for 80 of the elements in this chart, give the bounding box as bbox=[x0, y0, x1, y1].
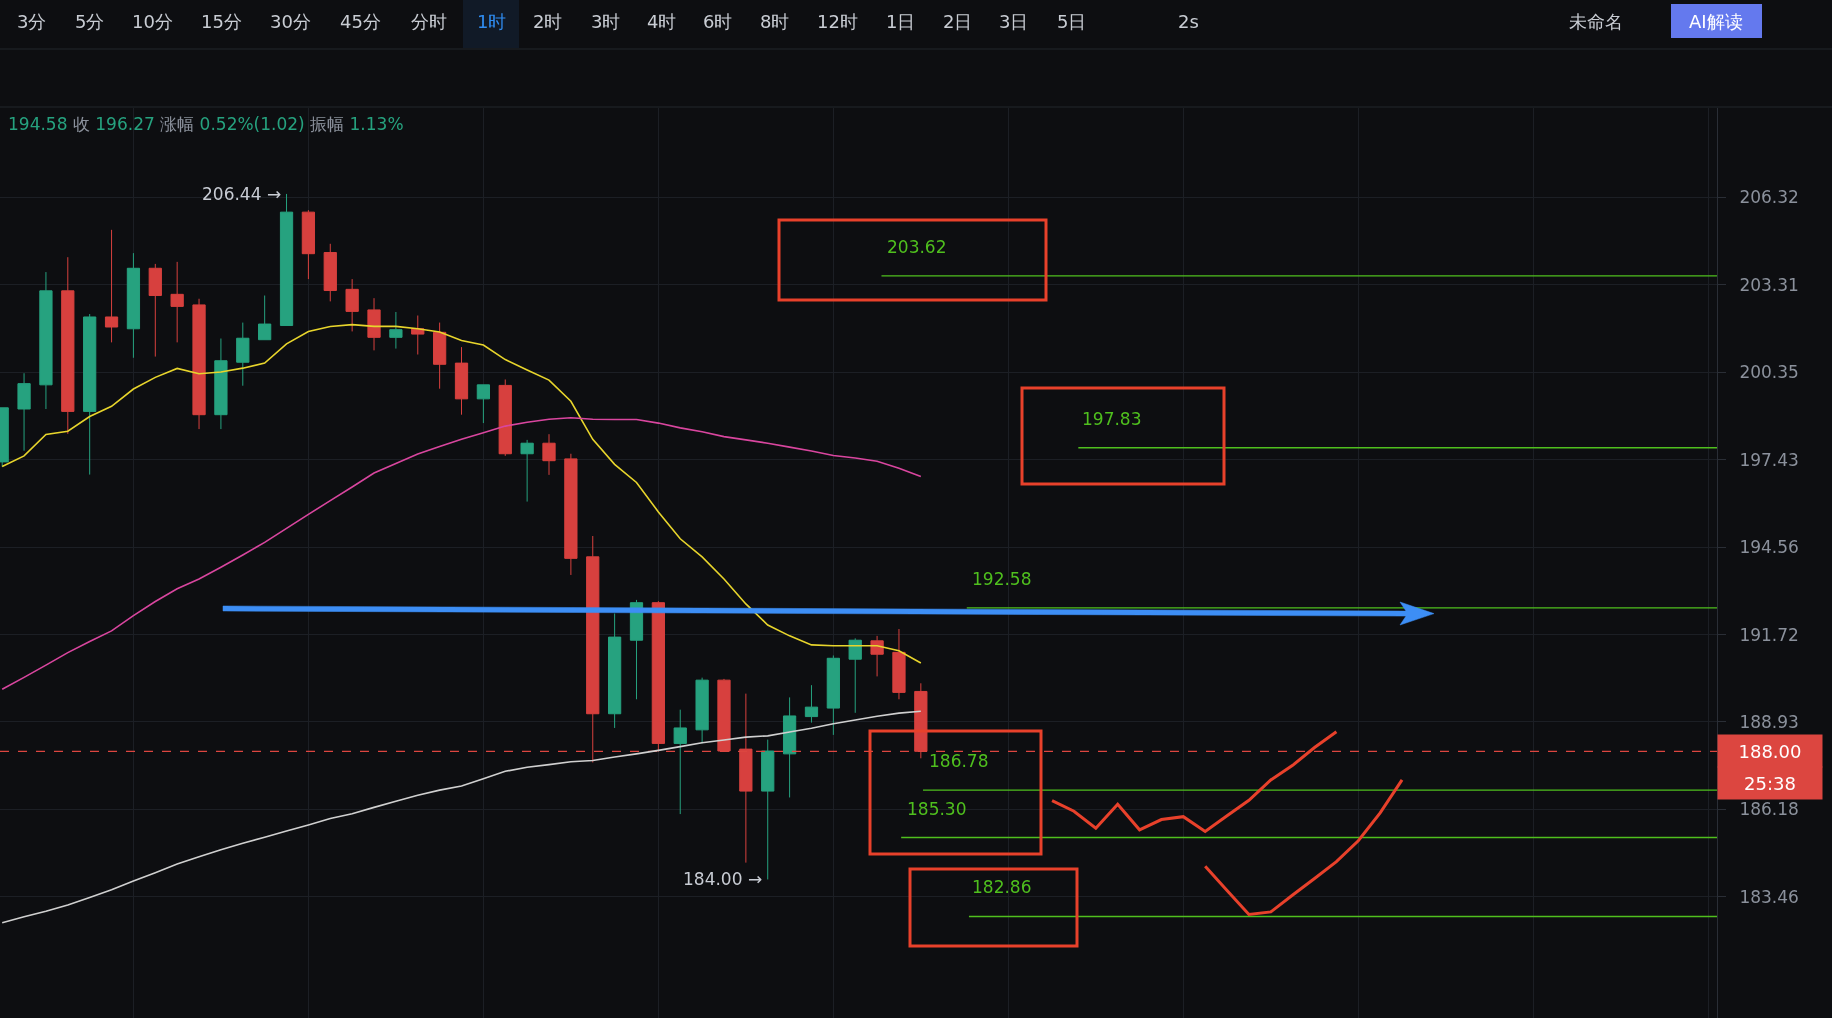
text: 分时 bbox=[411, 11, 447, 32]
text: 8时 bbox=[760, 11, 790, 32]
text: 30分 bbox=[270, 11, 311, 32]
text: 1时 bbox=[477, 11, 507, 32]
text: 12时 bbox=[817, 11, 858, 32]
y-tick-label: 183.46 bbox=[1739, 886, 1799, 907]
ref-line-label: 188.00 bbox=[1738, 740, 1802, 762]
candlestick bbox=[148, 263, 162, 358]
y-tick-label: 194.56 bbox=[1739, 536, 1799, 557]
candlestick bbox=[367, 297, 381, 351]
annotation: 184.00 → bbox=[683, 869, 763, 889]
candlestick bbox=[104, 229, 119, 343]
text: 2时 bbox=[533, 11, 563, 32]
candlestick bbox=[498, 378, 512, 457]
ref-line-label: 192.58 bbox=[972, 569, 1032, 589]
y-tick-label: 186.18 bbox=[1739, 799, 1799, 820]
text: 25:38 bbox=[1744, 772, 1796, 794]
candlestick bbox=[301, 209, 316, 280]
candlestick bbox=[258, 295, 272, 341]
line-series bbox=[1050, 730, 1338, 833]
ref-line-label: 182.86 bbox=[972, 877, 1032, 897]
text: AI解读 bbox=[1689, 11, 1743, 32]
text: 1日 bbox=[886, 11, 916, 32]
text: 3日 bbox=[999, 11, 1029, 32]
text: 未命名 bbox=[1569, 11, 1623, 32]
candlestick bbox=[454, 346, 469, 416]
line-series bbox=[1, 323, 922, 664]
candlestick bbox=[804, 684, 819, 724]
candlestick bbox=[761, 739, 775, 880]
candlestick bbox=[826, 654, 840, 736]
annotation: 206.44 → bbox=[202, 184, 282, 204]
candlestick bbox=[214, 338, 228, 430]
candlestick bbox=[389, 311, 403, 350]
candlestick bbox=[83, 313, 97, 476]
ref-line-label: 186.78 bbox=[929, 751, 989, 771]
text: 4时 bbox=[647, 11, 677, 32]
text: 6时 bbox=[703, 11, 733, 32]
candlestick bbox=[433, 322, 447, 390]
candlestick bbox=[695, 677, 709, 744]
ref-line-label: 197.83 bbox=[1082, 409, 1142, 429]
y-tick-label: 206.32 bbox=[1739, 187, 1799, 208]
y-tick-label: 191.72 bbox=[1739, 624, 1799, 645]
text: 2s bbox=[1178, 11, 1199, 32]
candlestick bbox=[892, 628, 906, 700]
candlestick bbox=[323, 243, 337, 302]
candlestick bbox=[126, 252, 141, 359]
line-series bbox=[1, 416, 922, 691]
candlestick bbox=[236, 322, 250, 387]
candlestick bbox=[17, 372, 31, 452]
candlestick bbox=[848, 637, 862, 714]
line-series bbox=[1203, 778, 1404, 917]
y-tick-label: 200.35 bbox=[1739, 362, 1799, 383]
candlestick bbox=[61, 256, 75, 435]
text: 10分 bbox=[132, 11, 173, 32]
candlestick bbox=[608, 613, 622, 729]
ref-line-label: 185.30 bbox=[907, 799, 967, 819]
ref-line-label: 203.62 bbox=[887, 237, 947, 257]
text: 15分 bbox=[201, 11, 242, 32]
candlestick bbox=[192, 298, 206, 430]
candlestick bbox=[345, 278, 359, 332]
candlestick bbox=[542, 433, 556, 476]
candlestick bbox=[170, 261, 184, 343]
candlestick bbox=[476, 384, 491, 424]
text: 3分 bbox=[17, 11, 47, 32]
candlestick bbox=[564, 453, 578, 576]
candlestick bbox=[279, 193, 294, 327]
y-tick-label: 188.93 bbox=[1739, 711, 1799, 732]
text: 45分 bbox=[340, 11, 381, 32]
text: 5分 bbox=[75, 11, 105, 32]
text: 3时 bbox=[591, 11, 621, 32]
y-tick-label: 203.31 bbox=[1739, 274, 1799, 295]
candlestick bbox=[411, 315, 425, 356]
candlestick bbox=[673, 709, 687, 815]
candlestick bbox=[782, 696, 797, 798]
y-tick-label: 197.43 bbox=[1739, 449, 1799, 470]
annotation: 194.58 收 196.27 涨幅 0.52%(1.02) 振幅 1.13% bbox=[8, 114, 404, 134]
text: 5日 bbox=[1057, 11, 1087, 32]
candlestick bbox=[39, 271, 53, 410]
text: 2日 bbox=[943, 11, 973, 32]
candlestick bbox=[520, 439, 534, 503]
